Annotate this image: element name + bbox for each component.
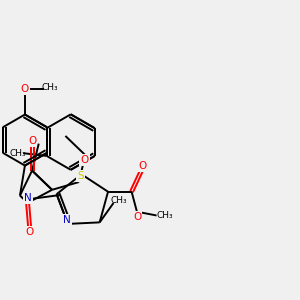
Text: O: O: [133, 212, 141, 223]
Text: O: O: [21, 84, 29, 94]
Text: N: N: [63, 215, 71, 225]
Text: CH₃: CH₃: [156, 211, 173, 220]
Text: S: S: [77, 171, 84, 181]
Text: CH₃: CH₃: [110, 196, 127, 206]
Text: O: O: [26, 227, 34, 237]
Text: O: O: [28, 136, 36, 146]
Text: O: O: [80, 155, 88, 165]
Text: N: N: [24, 193, 32, 203]
Text: O: O: [138, 161, 146, 171]
Text: CH₃: CH₃: [42, 83, 58, 92]
Text: CH₃: CH₃: [10, 149, 26, 158]
